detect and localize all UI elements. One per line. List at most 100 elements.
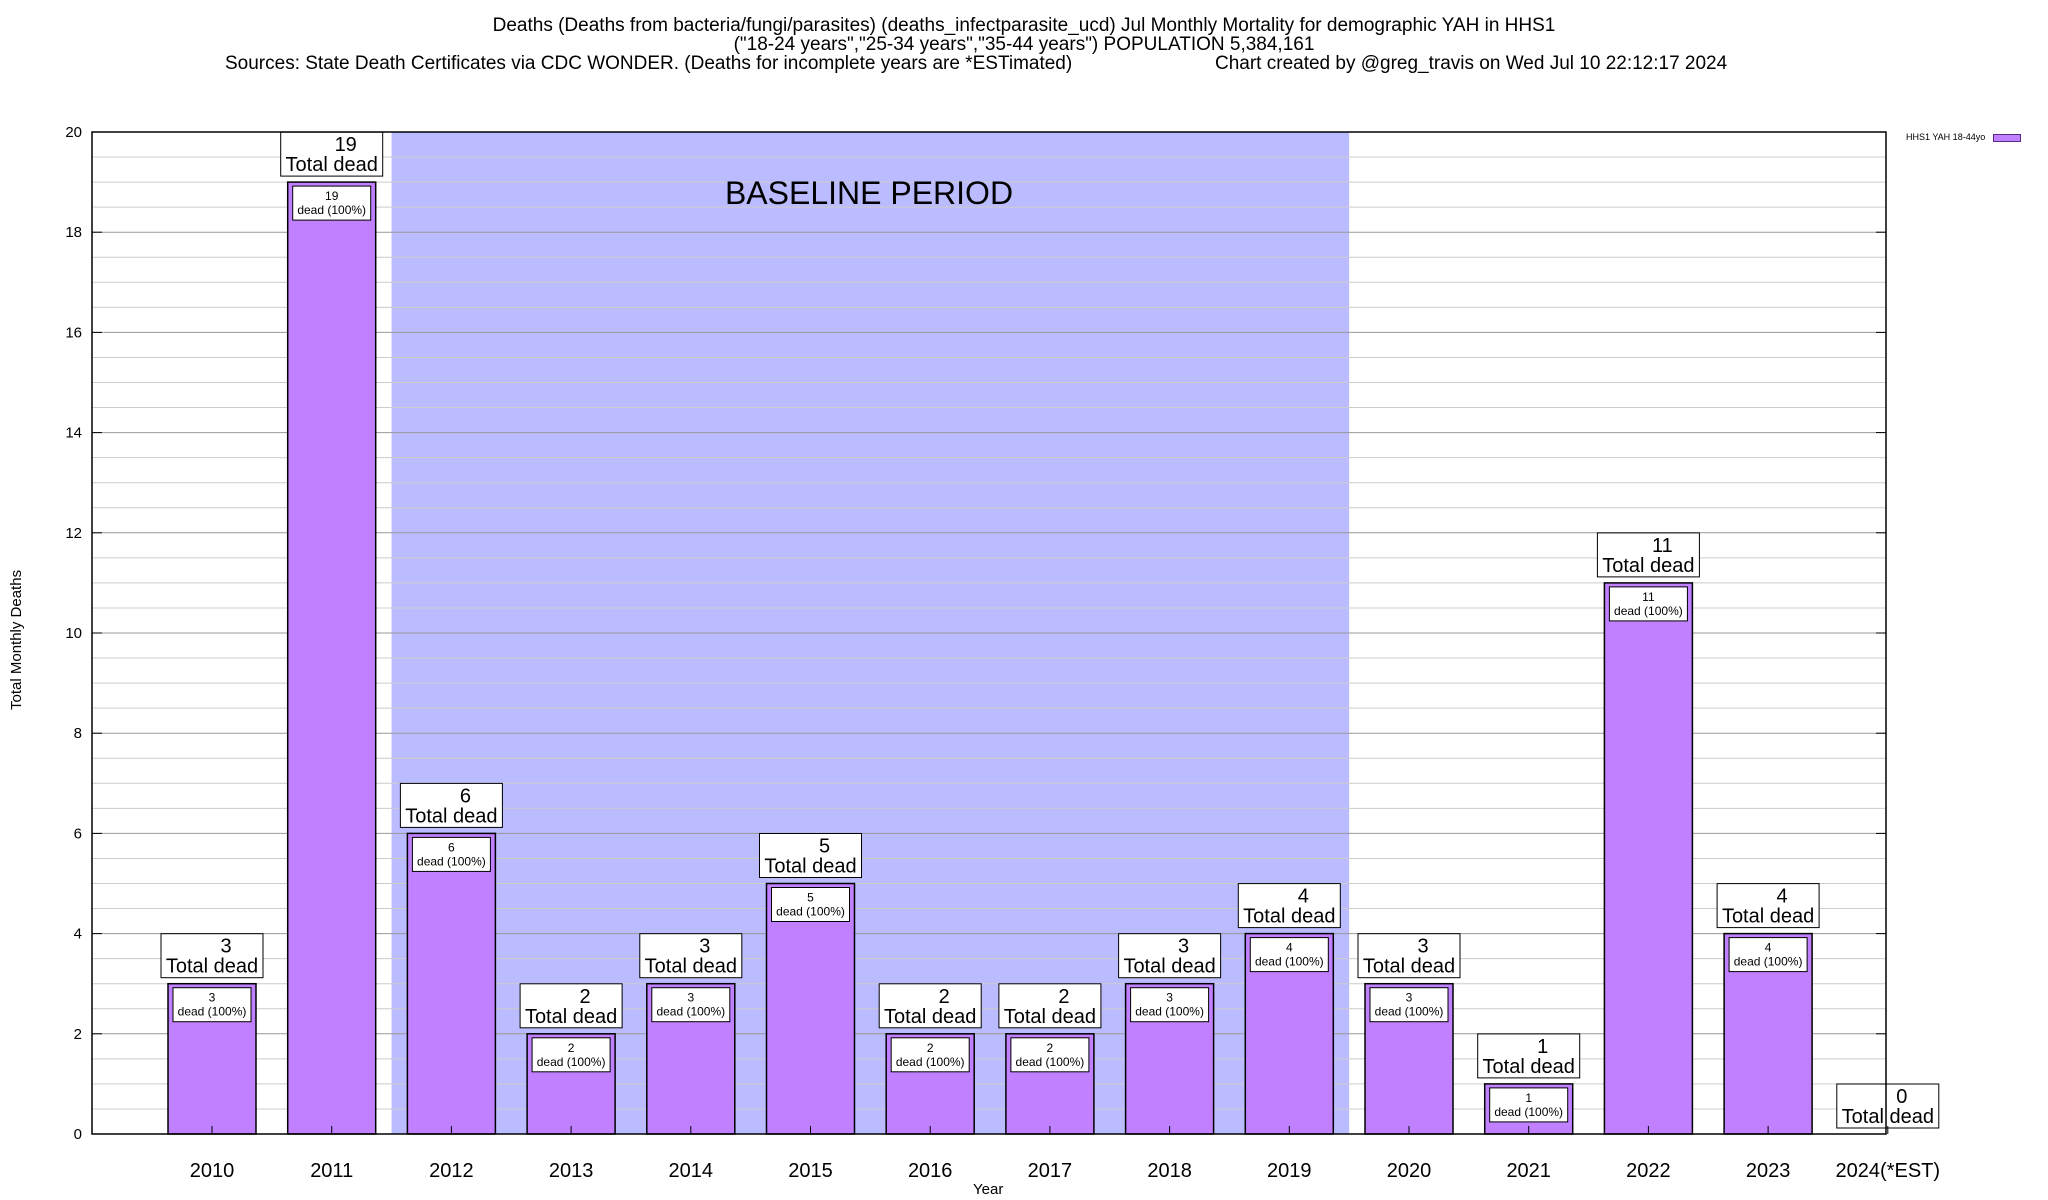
bar-inner-label: dead (100%) — [178, 1005, 247, 1019]
x-tick-label: 2019 — [1267, 1160, 1312, 1182]
bar-inner-label-box — [1369, 987, 1449, 1023]
bar-total-label: Total dead — [764, 856, 856, 878]
bar-inner-value: 3 — [1166, 991, 1173, 1005]
bar-total-value: 19 — [335, 134, 357, 156]
bar-total-label: Total dead — [1722, 906, 1814, 928]
bar-inner-value: 5 — [807, 891, 814, 905]
bar-total-label: Total dead — [1483, 1056, 1575, 1078]
bar-total-label: Total dead — [1243, 906, 1335, 928]
bar-total-value: 3 — [1417, 936, 1428, 958]
x-tick-label: 2017 — [1028, 1160, 1073, 1182]
x-tick-label: 2023 — [1746, 1160, 1791, 1182]
bar-total-value: 11 — [1652, 535, 1673, 557]
bar-total-label-box — [1357, 933, 1461, 979]
bar-total-label: Total dead — [1123, 956, 1215, 978]
bar — [406, 832, 497, 1135]
bar-inner-label-box — [1608, 586, 1688, 622]
bar-inner-label: dead (100%) — [896, 1055, 965, 1069]
chart-title-line-1: Deaths (Deaths from bacteria/fungi/paras… — [492, 15, 1556, 36]
x-tick-label: 2016 — [908, 1160, 953, 1182]
bar-inner-value: 2 — [1047, 1041, 1054, 1055]
y-tick-label: 14 — [65, 425, 82, 442]
bar-total-label: Total dead — [166, 956, 258, 978]
bar-inner-label: dead (100%) — [417, 854, 486, 868]
bar-inner-label-box — [1130, 987, 1210, 1023]
bar-inner-label: dead (100%) — [1614, 604, 1683, 618]
baseline-band-label: BASELINE PERIOD — [725, 175, 1013, 211]
y-axis-label: Total Monthly Deaths — [8, 569, 25, 710]
bar-inner-label-box — [411, 836, 491, 872]
legend-swatch — [1993, 133, 2022, 142]
bar — [1603, 582, 1694, 1135]
x-tick-label: 2011 — [310, 1160, 353, 1182]
bar-inner-label-box — [1249, 937, 1329, 973]
x-tick-label: 2014 — [669, 1160, 714, 1182]
bar-total-value: 5 — [819, 836, 830, 858]
bar-inner-label: dead (100%) — [776, 905, 845, 919]
bar-inner-value: 11 — [1642, 590, 1655, 604]
y-tick-label: 2 — [74, 1026, 82, 1043]
bar-inner-label: dead (100%) — [297, 203, 366, 217]
bar-inner-label: dead (100%) — [537, 1055, 606, 1069]
bar-total-label-box — [759, 833, 862, 878]
legend: HHS1 YAH 18-44yo — [1906, 132, 2022, 142]
bar-inner-label: dead (100%) — [1375, 1005, 1444, 1019]
bar-total-label-box — [1237, 883, 1341, 929]
bar-total-label-box — [1596, 532, 1700, 578]
bar-total-label: Total dead — [1842, 1106, 1934, 1128]
y-tick-label: 4 — [74, 926, 82, 943]
bar-total-label-box — [1477, 1033, 1581, 1079]
bar-total-label-box — [998, 983, 1102, 1029]
bar-inner-value: 1 — [1525, 1091, 1532, 1105]
plot-border — [91, 131, 1887, 1135]
chart-credit-text: Chart created by @greg_travis on Wed Jul… — [1215, 53, 1728, 74]
bar-total-label: Total dead — [645, 956, 737, 978]
bar-total-value: 4 — [1298, 886, 1309, 908]
bar-total-label: Total dead — [1004, 1006, 1096, 1028]
bar-total-label: Total dead — [1363, 956, 1455, 978]
y-tick-label: 0 — [74, 1126, 82, 1143]
bar-total-label-box — [399, 782, 503, 828]
bar-total-value: 3 — [220, 936, 231, 958]
bar-inner-label: dead (100%) — [1016, 1055, 1085, 1069]
bar-total-label-box — [639, 933, 743, 979]
bar-total-value: 2 — [939, 986, 950, 1008]
legend-label: HHS1 YAH 18-44yo — [1906, 132, 1986, 142]
chart-title-line-2: ("18-24 years","25-34 years","35-44 year… — [733, 34, 1315, 55]
bar-total-label-box — [1118, 933, 1222, 979]
bar-inner-label: dead (100%) — [1494, 1105, 1563, 1119]
x-tick-label: 2013 — [549, 1160, 594, 1182]
bar-total-label: Total dead — [405, 805, 497, 827]
bar-inner-value: 3 — [687, 991, 694, 1005]
bar-inner-value: 2 — [927, 1041, 934, 1055]
bar-total-value: 6 — [460, 785, 471, 807]
bar-total-label: Total dead — [1602, 555, 1694, 577]
bar-inner-label-box — [890, 1037, 970, 1073]
bar-inner-value: 4 — [1286, 941, 1293, 955]
x-axis-label: Year — [973, 1181, 1004, 1198]
bar-total-value: 0 — [1896, 1086, 1907, 1108]
bar-inner-value: 19 — [325, 189, 339, 203]
bar-total-label: Total dead — [525, 1006, 617, 1028]
bar-inner-label: dead (100%) — [1255, 955, 1324, 969]
y-tick-label: 20 — [65, 124, 82, 141]
bar-total-value: 4 — [1777, 886, 1788, 908]
bar-inner-label: dead (100%) — [1135, 1005, 1204, 1019]
bar-inner-value: 3 — [1406, 991, 1413, 1005]
bar-total-label-box — [280, 131, 384, 177]
bar-total-label-box — [519, 983, 623, 1029]
y-tick-label: 12 — [65, 525, 82, 542]
x-tick-label: 2010 — [190, 1160, 235, 1182]
bar-inner-value: 2 — [568, 1041, 575, 1055]
bar-inner-label-box — [1728, 937, 1808, 973]
x-tick-label: 2021 — [1506, 1160, 1551, 1182]
x-tick-label: 2020 — [1387, 1160, 1432, 1182]
bar-total-label-box — [1836, 1083, 1940, 1129]
bar-inner-value: 6 — [448, 840, 455, 854]
bar-inner-label-box — [651, 987, 731, 1023]
bar-inner-label: dead (100%) — [1734, 955, 1803, 969]
bar-total-value: 2 — [580, 986, 591, 1008]
bar-inner-label-box — [292, 185, 372, 221]
bar-inner-label-box — [1489, 1087, 1569, 1123]
